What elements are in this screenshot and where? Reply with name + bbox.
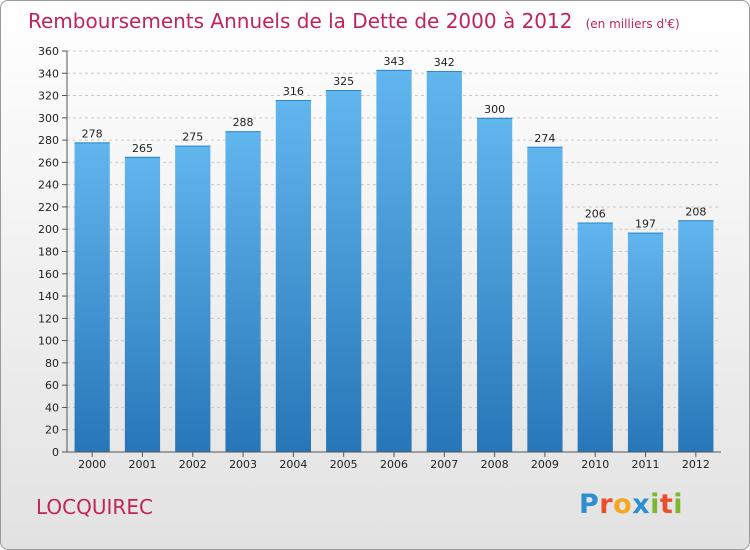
data-label: 342 [434,56,455,69]
y-tick-label: 320 [38,90,59,103]
x-tick-label: 2000 [78,458,106,471]
logo-letter: x [632,489,651,520]
chart-title-row: Remboursements Annuels de la Dette de 20… [28,9,680,33]
x-tick-label: 2001 [128,458,156,471]
data-label: 325 [333,75,354,88]
x-tick-label: 2008 [481,458,509,471]
bar [426,71,462,453]
data-label: 206 [585,208,606,221]
y-tick-label: 80 [45,357,59,370]
y-tick-label: 20 [45,424,59,437]
y-tick-label: 40 [45,401,59,414]
data-label: 208 [685,205,706,218]
y-tick-label: 140 [38,290,59,303]
y-tick-label: 260 [38,156,59,169]
logo-letter: i [673,489,684,520]
logo-letter: i [650,489,660,520]
x-tick-label: 2004 [279,458,307,471]
logo-letter: o [613,489,633,520]
x-tick-label: 2009 [531,458,559,471]
x-tick-label: 2005 [330,458,358,471]
y-tick-label: 160 [38,268,59,281]
chart-title: Remboursements Annuels de la Dette de 20… [28,9,573,33]
data-label: 343 [384,55,405,68]
bar [74,142,110,453]
x-tick-label: 2010 [581,458,609,471]
data-label: 278 [82,127,103,140]
bar [577,222,613,452]
logo-letter: t [659,489,674,520]
data-label: 274 [534,132,555,145]
y-tick-label: 120 [38,312,59,325]
proxiti-logo[interactable]: Proxiti [579,489,683,520]
commune-name: LOCQUIREC [36,495,153,519]
bar [678,220,714,452]
y-tick-label: 100 [38,335,59,348]
bar [124,156,161,452]
bar [326,89,362,452]
x-tick-label: 2011 [632,458,660,471]
y-tick-label: 60 [45,379,59,392]
bar [627,232,664,452]
bar [527,146,563,453]
y-tick-label: 180 [38,246,59,259]
y-tick-label: 0 [52,446,59,459]
bar [477,117,513,452]
bar [275,100,311,452]
chart-subtitle: (en milliers d'€) [585,17,680,31]
data-label: 300 [484,103,505,116]
data-label: 316 [283,85,304,98]
y-tick-label: 240 [38,179,59,192]
y-tick-label: 280 [38,134,59,147]
data-label: 197 [635,218,656,231]
y-tick-label: 220 [38,201,59,214]
x-tick-label: 2012 [682,458,710,471]
y-tick-label: 200 [38,223,59,236]
y-tick-label: 360 [38,45,59,58]
bar [175,145,211,453]
data-label: 288 [233,116,254,129]
x-tick-label: 2003 [229,458,257,471]
y-tick-label: 340 [38,67,59,80]
x-tick-label: 2002 [179,458,207,471]
bar [376,69,412,453]
data-label: 275 [182,131,203,144]
data-label: 265 [132,142,153,155]
x-tick-label: 2007 [430,458,458,471]
x-tick-label: 2006 [380,458,408,471]
bar [225,131,261,452]
logo-letter: r [599,489,614,520]
logo-letter: P [579,489,600,520]
y-tick-label: 300 [38,112,59,125]
